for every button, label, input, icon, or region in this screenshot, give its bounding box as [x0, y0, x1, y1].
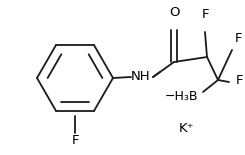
Text: F: F — [71, 135, 79, 148]
Text: −H₃B: −H₃B — [164, 91, 198, 104]
Text: F: F — [235, 73, 243, 86]
Text: F: F — [201, 7, 209, 20]
Text: K⁺: K⁺ — [178, 122, 194, 135]
Text: O: O — [169, 5, 179, 18]
Text: NH: NH — [131, 71, 151, 84]
Text: F: F — [234, 31, 242, 44]
